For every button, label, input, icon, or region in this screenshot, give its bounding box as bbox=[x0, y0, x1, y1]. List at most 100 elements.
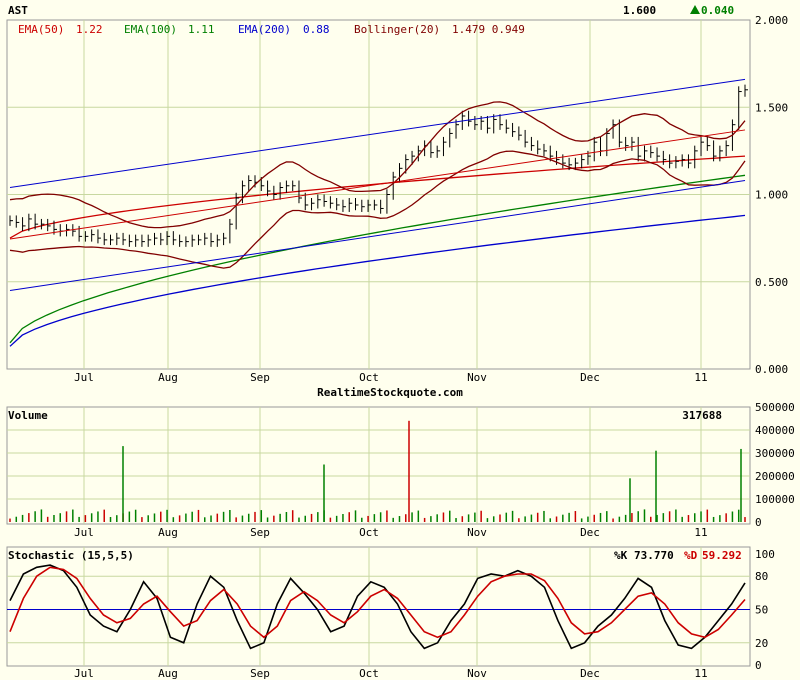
price-bar bbox=[329, 196, 334, 209]
price-bar bbox=[135, 234, 139, 247]
stochastic-x-tick-label: Aug bbox=[158, 667, 178, 680]
volume-last: 317688 bbox=[682, 409, 722, 422]
price-bar bbox=[166, 231, 171, 246]
price-bar bbox=[725, 140, 730, 157]
price-bar bbox=[643, 145, 648, 162]
price-bar bbox=[512, 122, 516, 137]
stochastic-x-tick-label: Nov bbox=[467, 667, 487, 680]
price-bar bbox=[197, 234, 202, 246]
volume-y-tick-label: 500000 bbox=[755, 401, 795, 414]
price-bar bbox=[694, 145, 698, 169]
price-bar bbox=[210, 232, 215, 247]
price-bar bbox=[625, 136, 629, 151]
price-x-tick-label: Aug bbox=[158, 371, 178, 384]
price-bar bbox=[681, 154, 686, 167]
price-bar bbox=[700, 136, 705, 157]
stochastic-x-tick-label: Oct bbox=[359, 667, 379, 680]
price-bar bbox=[160, 232, 164, 246]
price-bar bbox=[461, 110, 466, 130]
volume-y-tick-label: 0 bbox=[755, 516, 762, 529]
price-bar bbox=[442, 136, 447, 157]
price-bar bbox=[361, 199, 365, 212]
price-bar bbox=[292, 180, 296, 192]
volume-y-tick-label: 200000 bbox=[755, 470, 795, 483]
price-bar bbox=[273, 185, 277, 200]
price-bar bbox=[204, 232, 208, 246]
price-bar bbox=[185, 236, 189, 247]
stochastic-x-tick-label: 11 bbox=[694, 667, 707, 680]
price-y-tick-label: 0.500 bbox=[755, 276, 788, 289]
price-bar bbox=[279, 182, 284, 200]
price-y-tick-label: 2.000 bbox=[755, 14, 788, 27]
price-bar bbox=[493, 114, 497, 134]
stochastic-y-tick-label: 100 bbox=[755, 548, 775, 561]
price-bar bbox=[543, 143, 547, 157]
price-bar bbox=[662, 150, 667, 165]
stochastic-k-line bbox=[9, 564, 746, 650]
stochastic-y-tick-label: 80 bbox=[755, 570, 768, 583]
ema200-line bbox=[9, 214, 746, 347]
watermark: RealtimeStockquote.com bbox=[317, 386, 463, 399]
price-x-tick-label: 11 bbox=[694, 371, 707, 384]
price-bar bbox=[285, 180, 290, 193]
price-bar bbox=[91, 229, 95, 242]
price-bar bbox=[110, 234, 114, 246]
price-bar bbox=[719, 145, 723, 162]
volume-title: Volume bbox=[8, 409, 48, 422]
price-bar bbox=[317, 194, 321, 209]
volume-x-tick-label: Jul bbox=[74, 526, 94, 539]
price-bar bbox=[430, 140, 434, 158]
price-bar bbox=[298, 180, 302, 204]
price-bar bbox=[373, 199, 378, 211]
volume-y-tick-label: 300000 bbox=[755, 447, 795, 460]
price-bar bbox=[455, 119, 460, 139]
price-bar bbox=[518, 126, 522, 141]
price-bar bbox=[348, 197, 353, 212]
price-bar bbox=[706, 136, 711, 151]
price-bar bbox=[28, 213, 32, 232]
price-bar bbox=[72, 224, 76, 237]
price-bar bbox=[530, 136, 535, 151]
price-bar bbox=[128, 234, 133, 247]
price-bar bbox=[267, 180, 271, 197]
price-bar bbox=[713, 140, 717, 162]
price-bar bbox=[499, 114, 503, 130]
price-change: 0.040 bbox=[701, 4, 734, 17]
legend-ema200-label: EMA(200) bbox=[238, 23, 291, 36]
price-bar bbox=[15, 215, 20, 228]
stochastic-d-line bbox=[9, 566, 746, 639]
price-bar bbox=[669, 154, 673, 169]
price-bar bbox=[147, 234, 152, 247]
indicator-legend: EMA(50) 1.22 EMA(100) 1.11 EMA(200) 0.88… bbox=[18, 23, 525, 36]
stochastic-title: Stochastic (15,5,5) bbox=[8, 549, 134, 562]
price-bar bbox=[398, 163, 403, 183]
last-price: 1.600 bbox=[623, 4, 656, 17]
price-bar bbox=[524, 129, 529, 148]
price-x-tick-label: Sep bbox=[250, 371, 270, 384]
price-x-tick-label: Nov bbox=[467, 371, 487, 384]
price-bar bbox=[97, 229, 101, 244]
stochastic-k-label: %K bbox=[614, 549, 628, 562]
price-bar bbox=[9, 215, 13, 226]
volume-x-tick-label: Sep bbox=[250, 526, 270, 539]
price-bar bbox=[687, 154, 692, 169]
stochastic-k-value: 73.770 bbox=[634, 549, 674, 562]
price-bar bbox=[336, 197, 340, 211]
legend-ema100-label: EMA(100) bbox=[124, 23, 177, 36]
price-bar bbox=[417, 145, 422, 162]
price-bar bbox=[386, 189, 390, 214]
volume-x-tick-label: Nov bbox=[467, 526, 487, 539]
price-bar bbox=[738, 86, 742, 130]
price-bar bbox=[631, 136, 635, 151]
stochastic-y-tick-label: 20 bbox=[755, 637, 768, 650]
price-y-tick-label: 0.000 bbox=[755, 363, 788, 376]
price-bar bbox=[22, 217, 26, 232]
price-bar bbox=[116, 232, 120, 246]
price-bar bbox=[505, 119, 510, 134]
price-bar bbox=[380, 199, 384, 214]
price-bar bbox=[392, 171, 397, 200]
volume-y-tick-label: 100000 bbox=[755, 493, 795, 506]
price-x-tick-label: Oct bbox=[359, 371, 379, 384]
price-bar bbox=[486, 115, 491, 134]
price-bar bbox=[355, 197, 359, 211]
